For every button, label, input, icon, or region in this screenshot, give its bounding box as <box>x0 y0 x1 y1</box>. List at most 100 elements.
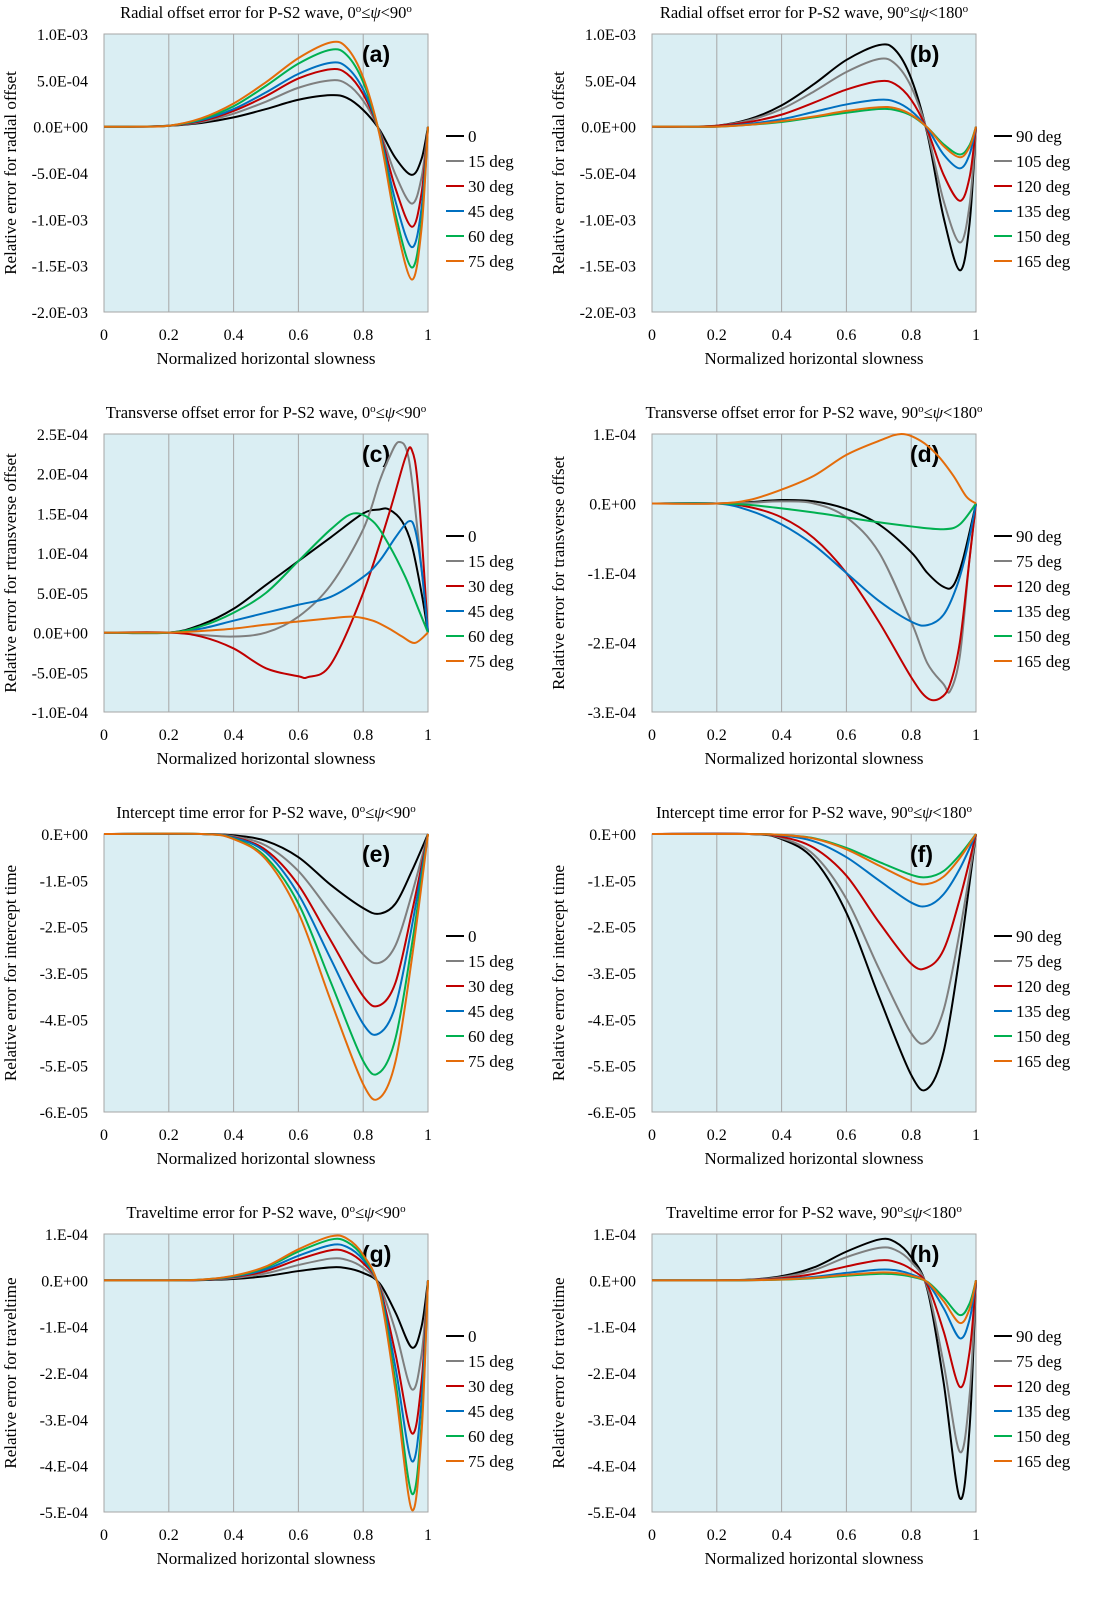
plot-area <box>652 434 976 712</box>
legend-label: 165 deg <box>1016 652 1071 671</box>
chart-panel-6: 0 0.2 0.4 0.6 0.8 1 0.E+00 -1.E-05 -2.E-05 -3.E-0… <box>548 800 1096 1200</box>
chart-svg: 0 0.2 0.4 0.6 0.8 1 1.0E-03 5.0E-04 0.0E+00 -5.0E… <box>1 3 514 368</box>
chart-panel-1: 0 0.2 0.4 0.6 0.8 1 1.0E-03 5.0E-04 0.0E+00 -5.0E… <box>0 0 548 400</box>
x-axis-label: Normalized horizontal slowness <box>156 1149 375 1168</box>
x-tick-label: 0 <box>100 727 108 744</box>
y-tick-label: -1.0E-04 <box>32 705 88 722</box>
legend-label: 60 deg <box>468 1027 514 1046</box>
legend-label: 120 deg <box>1016 177 1071 196</box>
plot-frame <box>103 1233 429 1513</box>
y-tick-label: 1.0E-03 <box>585 27 636 44</box>
y-tick-label: -1.E-04 <box>40 1320 88 1337</box>
y-tick-label: -3.E-04 <box>40 1412 88 1429</box>
series-line <box>651 501 977 627</box>
x-tick-label: 0.8 <box>901 327 921 344</box>
series-line <box>103 615 429 644</box>
x-tick-label: 0 <box>648 327 656 344</box>
series-line <box>103 519 429 634</box>
y-tick-label: 2.5E-04 <box>37 427 88 444</box>
x-tick-label: 0.6 <box>836 327 856 344</box>
legend-label: 150 deg <box>1016 1427 1071 1446</box>
legend-label: 75 deg <box>1016 552 1062 571</box>
x-tick-label: 0.4 <box>224 727 244 744</box>
plot-area <box>104 834 428 1112</box>
x-axis-label: Normalized horizontal slowness <box>156 749 375 768</box>
x-tick-label: 0.4 <box>772 327 792 344</box>
legend-label: 90 deg <box>1016 527 1062 546</box>
x-tick-label: 0.2 <box>159 1127 179 1144</box>
y-tick-label: -2.E-04 <box>40 1366 88 1383</box>
y-tick-label: -3.E-05 <box>588 966 636 983</box>
y-tick-label: -1.5E-03 <box>580 259 636 276</box>
legend-label: 45 deg <box>468 602 514 621</box>
y-axis-label: Relative error for rtransverse offset <box>1 453 20 693</box>
x-tick-label: 0.8 <box>901 727 921 744</box>
x-tick-label: 1 <box>424 1527 432 1544</box>
legend-label: 135 deg <box>1016 1402 1071 1421</box>
y-tick-label: -1.E-04 <box>588 566 636 583</box>
y-tick-label: 0.0E+00 <box>33 626 88 643</box>
y-tick-label: 2.0E-04 <box>37 467 88 484</box>
plot-area <box>652 1234 976 1512</box>
chart-svg: 0 0.2 0.4 0.6 0.8 1 0.E+00 -1.E-05 -2.E-05 -3.E-0… <box>1 803 514 1168</box>
legend-label: 45 deg <box>468 1002 514 1021</box>
y-tick-label: -1.E-05 <box>588 873 636 890</box>
legend-label: 150 deg <box>1016 227 1071 246</box>
y-axis-label: Relative error for radial offset <box>1 71 20 275</box>
x-tick-label: 0.8 <box>901 1527 921 1544</box>
y-tick-label: 5.0E-04 <box>585 73 636 90</box>
chart-svg: 0 0.2 0.4 0.6 0.8 1 2.5E-04 2.0E-04 1.5E-04 1.0E-… <box>1 403 514 768</box>
x-tick-label: 1 <box>424 327 432 344</box>
plot-frame <box>103 33 429 313</box>
x-axis-label: Normalized horizontal slowness <box>156 1549 375 1568</box>
legend-label: 0 <box>468 1327 477 1346</box>
chart-title: Radial offset error for P-S2 wave, 90o≤ψ… <box>660 3 969 22</box>
legend-label: 30 deg <box>468 577 514 596</box>
y-tick-label: -3.E-04 <box>588 1412 636 1429</box>
x-tick-label: 0.8 <box>353 327 373 344</box>
y-tick-label: -5.0E-04 <box>32 166 88 183</box>
chart-svg: 0 0.2 0.4 0.6 0.8 1 0.E+00 -1.E-05 -2.E-05 -3.E-0… <box>549 803 1071 1168</box>
chart-title: Radial offset error for P-S2 wave, 0o≤ψ<… <box>120 3 412 22</box>
x-tick-label: 0.2 <box>707 327 727 344</box>
y-axis-label: Relative error for traveltime <box>1 1277 20 1468</box>
x-tick-label: 0.2 <box>707 1127 727 1144</box>
y-tick-label: -2.E-05 <box>40 920 88 937</box>
x-tick-label: 0.4 <box>772 1127 792 1144</box>
series-line <box>103 1234 429 1512</box>
y-tick-label: 1.E-04 <box>45 1227 88 1244</box>
y-axis-label: Relative error for radial offset <box>549 71 568 275</box>
legend-label: 30 deg <box>468 977 514 996</box>
x-tick-label: 0.6 <box>836 1527 856 1544</box>
chart-svg: 0 0.2 0.4 0.6 0.8 1 1.E-04 0.E+00 -1.E-04 -2.E-04… <box>549 1203 1071 1568</box>
y-tick-label: -4.E-05 <box>40 1012 88 1029</box>
plot-area <box>652 834 976 1112</box>
y-tick-label: 0.0E+00 <box>581 120 636 137</box>
legend-label: 75 deg <box>468 1452 514 1471</box>
series-line <box>651 502 977 531</box>
legend-label: 165 deg <box>1016 1052 1071 1071</box>
series-line <box>103 446 429 680</box>
y-tick-label: 0.0E+00 <box>33 120 88 137</box>
legend-label: 135 deg <box>1016 202 1071 221</box>
y-tick-label: -2.E-05 <box>588 920 636 937</box>
chart-panel-7: 0 0.2 0.4 0.6 0.8 1 1.E-04 0.E+00 -1.E-04 -2.E-04… <box>0 1200 548 1600</box>
legend-label: 30 deg <box>468 177 514 196</box>
series-line <box>103 507 429 635</box>
y-tick-label: 0.E+00 <box>41 827 88 844</box>
legend-label: 120 deg <box>1016 1377 1071 1396</box>
panel-tag: (f) <box>910 841 933 867</box>
x-tick-label: 0.2 <box>707 1527 727 1544</box>
legend-label: 75 deg <box>468 252 514 271</box>
plot-frame <box>651 1233 977 1513</box>
x-tick-label: 0 <box>648 1127 656 1144</box>
panel-tag: (d) <box>910 441 939 467</box>
y-tick-label: -1.E-04 <box>588 1320 636 1337</box>
series-line <box>103 40 429 281</box>
legend-label: 90 deg <box>1016 127 1062 146</box>
plot-frame <box>651 833 977 1113</box>
chart-panel-3: 0 0.2 0.4 0.6 0.8 1 2.5E-04 2.0E-04 1.5E-04 1.0E-… <box>0 400 548 800</box>
y-tick-label: 1.5E-04 <box>37 506 88 523</box>
y-tick-label: -1.5E-03 <box>32 259 88 276</box>
legend-label: 45 deg <box>468 1402 514 1421</box>
